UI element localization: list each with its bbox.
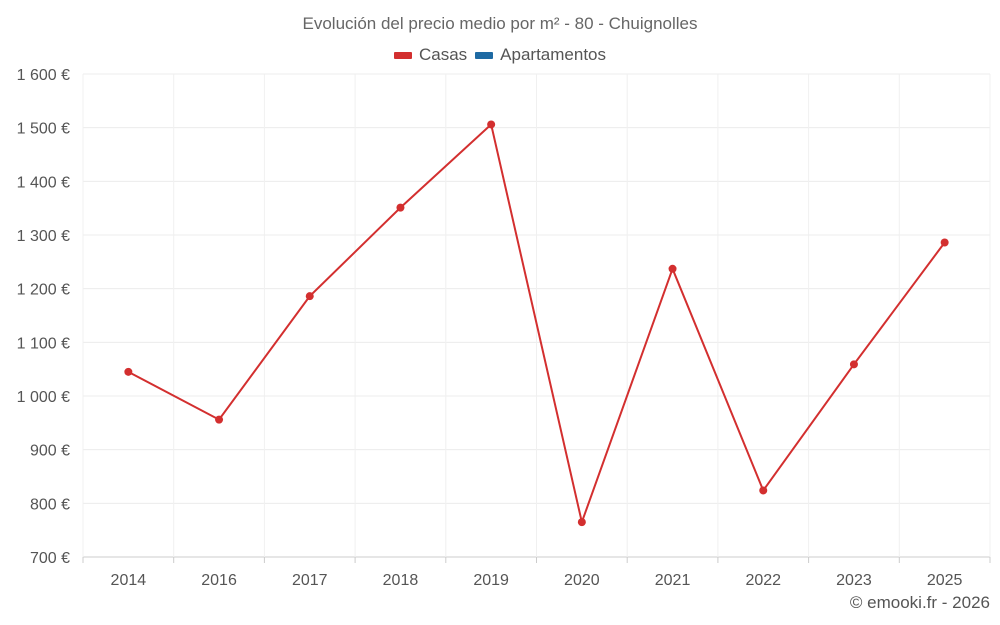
x-tick-label: 2025 [927, 572, 963, 589]
data-point [577, 518, 586, 527]
y-tick-label: 800 € [30, 496, 70, 513]
data-point [487, 120, 496, 129]
legend-item-apartamentos[interactable]: Apartamentos [475, 45, 606, 65]
data-point [668, 264, 677, 273]
data-point [124, 367, 133, 376]
y-tick-label: 700 € [30, 550, 70, 567]
chart-title: Evolución del precio medio por m² - 80 -… [302, 14, 698, 33]
legend-label-apartamentos: Apartamentos [500, 45, 607, 64]
x-tick-label: 2016 [201, 572, 237, 589]
legend-swatch-casas [393, 51, 412, 59]
y-tick-label: 1 400 € [17, 174, 70, 191]
y-tick-label: 1 000 € [17, 389, 70, 406]
data-point [396, 203, 405, 212]
x-tick-label: 2019 [473, 572, 509, 589]
data-point [940, 238, 949, 247]
legend-item-casas[interactable]: Casas [393, 45, 468, 65]
series-line-casas [127, 122, 946, 526]
x-tick-label: 2023 [836, 572, 872, 589]
y-tick-label: 1 200 € [17, 282, 70, 299]
legend-label-casas: Casas [418, 45, 468, 64]
data-point [305, 292, 314, 301]
x-tick-label: 2020 [564, 572, 600, 589]
y-tick-label: 1 600 € [17, 67, 70, 84]
y-tick-label: 900 € [30, 443, 70, 460]
x-tick-label: 2021 [655, 572, 691, 589]
x-tick-label: 2022 [745, 572, 781, 589]
data-point [849, 360, 858, 369]
y-tick-label: 1 300 € [17, 228, 70, 245]
data-point [215, 415, 224, 424]
credit-text: © emooki.fr - 2026 [849, 593, 990, 612]
y-tick-label: 1 100 € [17, 335, 70, 352]
data-point [759, 486, 768, 495]
chart-legend: Casas Apartamentos [0, 45, 1000, 65]
legend-swatch-apartamentos [475, 51, 494, 59]
y-tick-label: 1 500 € [17, 121, 70, 138]
x-tick-label: 2017 [292, 572, 328, 589]
x-tick-label: 2014 [111, 572, 147, 589]
x-tick-label: 2018 [383, 572, 419, 589]
